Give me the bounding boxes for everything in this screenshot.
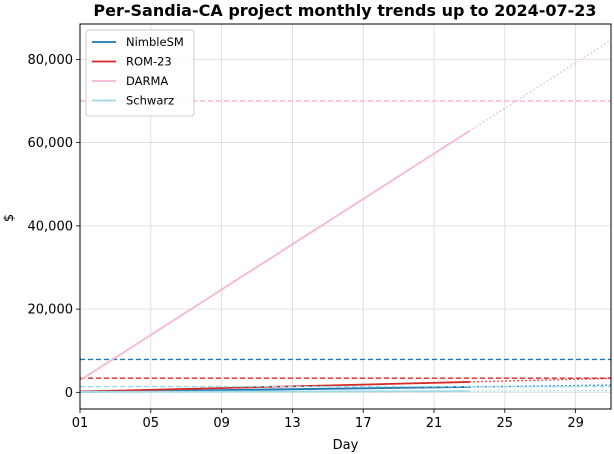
projection-line-rom-23 bbox=[469, 377, 612, 383]
x-tick-label: 29 bbox=[567, 416, 584, 431]
y-tick-label: 40,000 bbox=[28, 219, 74, 234]
x-tick-label: 17 bbox=[355, 416, 372, 431]
x-tick-label: 25 bbox=[497, 416, 514, 431]
legend-label-nimblesm: NimbleSM bbox=[126, 35, 184, 49]
legend: NimbleSM ROM-23 DARMA Schwarz bbox=[85, 29, 195, 117]
y-tick-label: 0 bbox=[65, 386, 73, 401]
legend-label-darma: DARMA bbox=[126, 74, 168, 88]
x-tick-label: 05 bbox=[143, 416, 160, 431]
x-axis-label: Day bbox=[333, 438, 359, 453]
legend-label-schwarz: Schwarz bbox=[126, 94, 174, 108]
actual-line-schwarz bbox=[79, 390, 470, 393]
chart-title: Per-Sandia-CA project monthly trends up … bbox=[93, 1, 596, 20]
plot-frame bbox=[79, 23, 612, 410]
axis-ticks: 01 05 09 13 17 21 25 29 0 20,000 40,000 60,000 80,00… bbox=[28, 53, 584, 431]
y-tick-label: 60,000 bbox=[28, 136, 74, 151]
x-tick-label: 21 bbox=[426, 416, 443, 431]
projection-line-darma bbox=[469, 39, 612, 132]
y-tick-label: 80,000 bbox=[28, 53, 74, 68]
x-tick-label: 13 bbox=[284, 416, 301, 431]
x-tick-label: 09 bbox=[213, 416, 230, 431]
actual-line-darma bbox=[79, 130, 470, 382]
legend-box bbox=[85, 29, 195, 117]
x-tick-label: 01 bbox=[72, 416, 89, 431]
y-axis-label: $ bbox=[2, 214, 17, 222]
plot-marks bbox=[79, 39, 612, 393]
grid bbox=[79, 24, 611, 409]
legend-label-rom-23: ROM-23 bbox=[126, 55, 172, 69]
y-tick-label: 20,000 bbox=[28, 303, 74, 318]
